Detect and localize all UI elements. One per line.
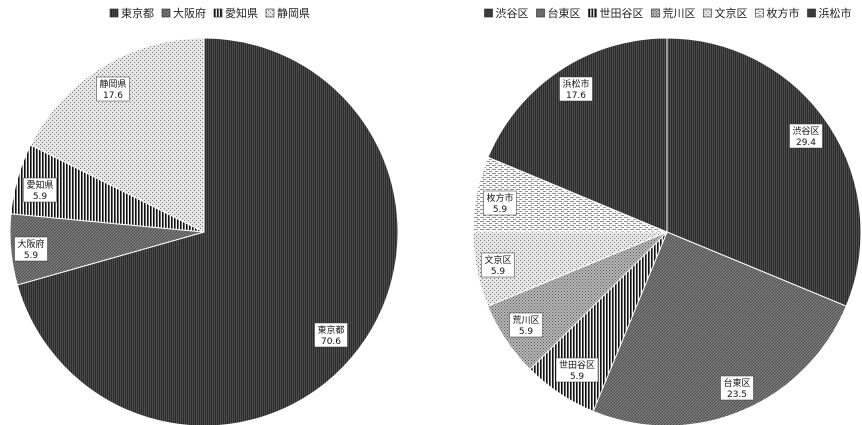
legend-item: 愛知県 xyxy=(213,6,258,20)
legend-swatch xyxy=(536,8,545,18)
legend-item: 世田谷区 xyxy=(588,7,644,20)
chart-legend: 渋谷区 台東区 世田谷区 荒川区 文京区 枚方市 浜松市 xyxy=(484,6,852,20)
legend-label: 世田谷区 xyxy=(600,7,644,20)
legend-swatch xyxy=(807,8,816,18)
data-label-category: 文京区 xyxy=(484,254,511,266)
data-label-category: 静岡県 xyxy=(99,78,126,90)
legend-item: 渋谷区 xyxy=(484,7,529,20)
pie-slice xyxy=(29,37,205,233)
legend-swatch xyxy=(161,8,171,18)
data-label-value: 70.6 xyxy=(321,337,341,347)
legend-label: 文京区 xyxy=(715,6,748,20)
data-label-value: 23.5 xyxy=(727,390,747,400)
legend-swatch xyxy=(651,8,660,18)
pie-slice xyxy=(666,37,862,307)
legend-label: 浜松市 xyxy=(819,6,852,20)
legend-swatch xyxy=(484,8,493,18)
legend-item: 東京都 xyxy=(109,6,154,20)
data-label-value: 5.9 xyxy=(493,205,508,215)
data-label-value: 5.9 xyxy=(24,251,39,261)
legend-item: 荒川区 xyxy=(651,7,696,20)
data-label-category: 枚方市 xyxy=(486,192,513,204)
data-label-value: 5.9 xyxy=(491,267,506,277)
legend-item: 枚方市 xyxy=(755,6,800,20)
legend-label: 渋谷区 xyxy=(496,7,529,20)
legend-label: 愛知県 xyxy=(225,6,258,20)
data-label-category: 世田谷区 xyxy=(559,359,595,371)
data-label-category: 浜松市 xyxy=(562,78,589,90)
legend-label: 荒川区 xyxy=(663,7,696,20)
legend-item: 静岡県 xyxy=(265,6,310,20)
legend-swatch xyxy=(265,8,275,18)
data-label-value: 17.6 xyxy=(566,91,586,101)
legend-item: 大阪府 xyxy=(161,6,206,20)
legend-label: 大阪府 xyxy=(173,6,206,20)
data-label-category: 台東区 xyxy=(723,377,750,389)
data-label-category: 荒川区 xyxy=(512,315,539,326)
legend-item: 台東区 xyxy=(536,6,581,20)
data-label-category: 大阪府 xyxy=(17,238,44,250)
data-labels: 渋谷区29.4台東区23.5世田谷区5.9荒川区5.9文京区5.9枚方市5.9浜… xyxy=(481,76,823,401)
legend-swatch xyxy=(703,8,712,18)
data-label-category: 愛知県 xyxy=(26,179,53,191)
pie-slice xyxy=(487,37,668,233)
data-label-value: 5.9 xyxy=(570,372,585,382)
legend-swatch xyxy=(109,8,119,18)
data-label-value: 29.4 xyxy=(796,138,816,148)
legend-label: 台東区 xyxy=(548,6,581,20)
chart-legend: 東京都 大阪府 愛知県 静岡県 xyxy=(109,6,310,20)
data-label-value: 5.9 xyxy=(519,327,534,337)
pie-slice xyxy=(592,231,847,425)
data-label-value: 17.6 xyxy=(103,91,123,101)
data-label-value: 5.9 xyxy=(33,192,48,202)
legend-swatch xyxy=(588,8,597,18)
data-label-category: 東京都 xyxy=(317,324,344,336)
pie-chart-cities: 渋谷区 台東区 世田谷区 荒川区 文京区 枚方市 浜松市 渋谷区29.4台東区23.5世田谷… xyxy=(472,6,862,425)
pie-slices xyxy=(472,37,862,425)
legend-label: 東京都 xyxy=(121,6,154,20)
legend-label: 静岡県 xyxy=(277,6,310,20)
pie-slices xyxy=(9,37,399,425)
legend-label: 枚方市 xyxy=(767,6,800,20)
legend-item: 文京区 xyxy=(703,6,748,20)
legend-swatch xyxy=(755,8,764,18)
legend-item: 浜松市 xyxy=(807,6,852,20)
legend-swatch xyxy=(213,8,223,18)
pie-slice xyxy=(16,37,399,425)
data-label-category: 渋谷区 xyxy=(792,125,819,137)
